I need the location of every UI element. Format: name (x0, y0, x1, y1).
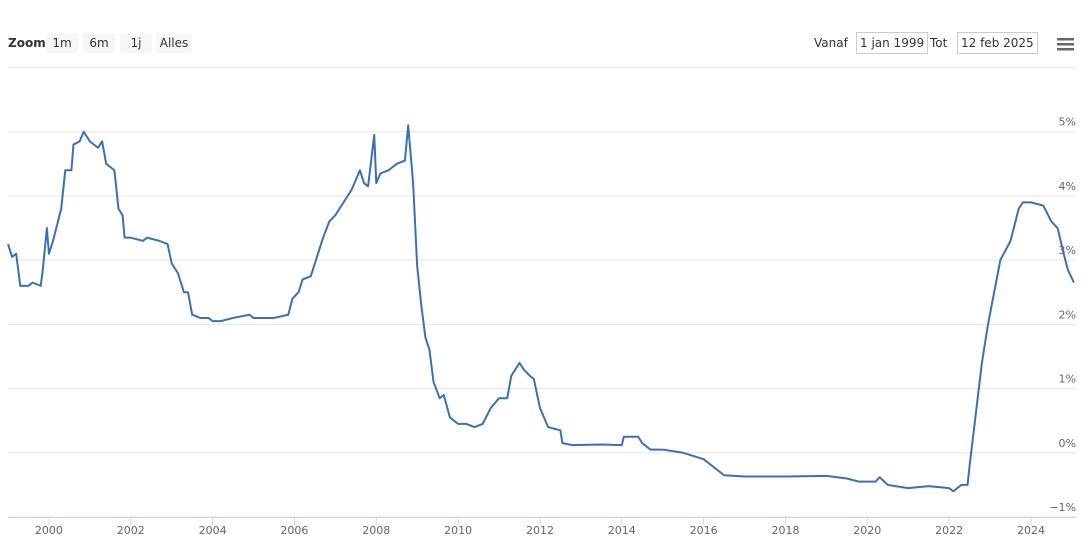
x-tick-label: 2002 (117, 524, 145, 537)
x-tick-label: 2012 (526, 524, 554, 537)
x-tick-label: 2016 (690, 524, 718, 537)
x-tick-label: 2000 (35, 524, 63, 537)
to-input[interactable]: 12 feb 2025 (957, 32, 1038, 54)
x-tick-label: 2018 (771, 524, 799, 537)
y-tick-label: 0% (1059, 437, 1076, 450)
menu-button[interactable] (1056, 36, 1076, 52)
x-tick-label: 2022 (935, 524, 963, 537)
x-tick-label: 2008 (362, 524, 390, 537)
y-tick-label: 1% (1059, 373, 1076, 386)
zoom-button[interactable]: 1j (120, 33, 152, 53)
zoom-button[interactable]: 6m (83, 33, 115, 53)
zoom-button[interactable]: 1m (46, 33, 78, 53)
x-tick-label: 2010 (444, 524, 472, 537)
y-tick-label: 2% (1059, 308, 1076, 321)
y-tick-label: −1% (1049, 501, 1076, 514)
line (7, 124, 1075, 493)
x-tick-label: 2020 (853, 524, 881, 537)
x-tick-label: 2014 (608, 524, 636, 537)
x-tick-label: 2006 (280, 524, 308, 537)
zoom-button[interactable]: Alles (156, 33, 192, 53)
x-tick-label: 2024 (1017, 524, 1045, 537)
from-label: Vanaf (814, 36, 848, 50)
to-label: Tot (930, 36, 948, 50)
y-tick-label: 5% (1059, 116, 1076, 129)
y-tick-label: 4% (1059, 180, 1076, 193)
from-input[interactable]: 1 jan 1999 (856, 32, 929, 54)
zoom-label: Zoom (8, 36, 46, 50)
x-tick-label: 2004 (199, 524, 227, 537)
